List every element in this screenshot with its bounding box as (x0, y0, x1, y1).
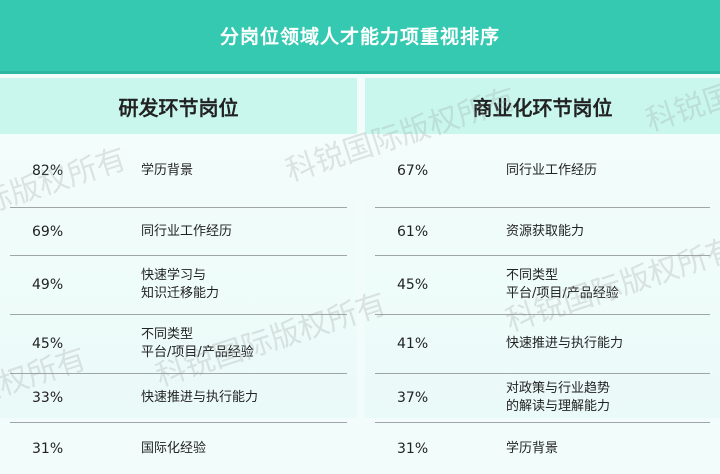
capability-label: 国际化经验 (141, 440, 207, 456)
percentage: 31% (32, 440, 64, 457)
capability-label: 学历背景 (506, 440, 559, 456)
capability-label: 快速学习与 知识迁移能力 (141, 268, 220, 301)
table-row: 33% 快速推进与执行能力 (10, 374, 347, 423)
capability-label: 对政策与行业趋势 的解读与理解能力 (506, 381, 611, 414)
table-row: 41% 快速推进与执行能力 (375, 315, 710, 374)
table-row: 49% 快速学习与 知识迁移能力 (10, 256, 347, 315)
panel-heading: 商业化环节岗位 (365, 78, 720, 134)
table-row: 31% 国际化经验 (10, 423, 347, 474)
commercial-panel: 商业化环节岗位 67% 同行业工作经历 61% 资源获取能力 45% 不同类型 平台/项目… (365, 78, 720, 457)
percentage: 33% (32, 390, 64, 406)
table-row: 31% 学历背景 (375, 423, 710, 474)
capability-label: 资源获取能力 (506, 223, 585, 239)
table-row: 37% 对政策与行业趋势 的解读与理解能力 (375, 374, 710, 423)
percentage: 45% (397, 277, 429, 293)
table-row: 82% 学历背景 (10, 134, 347, 208)
capability-label: 同行业工作经历 (506, 162, 598, 178)
percentage: 61% (397, 223, 429, 240)
capability-label: 不同类型 平台/项目/产品经验 (141, 327, 254, 360)
capability-label: 快速推进与执行能力 (506, 336, 624, 351)
capability-label: 同行业工作经历 (141, 223, 233, 239)
capability-label: 不同类型 平台/项目/产品经验 (506, 268, 619, 301)
percentage: 45% (32, 336, 64, 352)
rd-panel: 研发环节岗位 82% 学历背景 69% 同行业工作经历 49% 快速学习与 知识迁移能力 4… (0, 78, 357, 457)
percentage: 37% (397, 390, 429, 406)
percentage: 67% (397, 162, 429, 179)
percentage: 31% (397, 440, 429, 457)
page-title: 分岗位领域人才能力项重视排序 (0, 0, 720, 74)
table-row: 69% 同行业工作经历 (10, 208, 347, 256)
panel-heading: 研发环节岗位 (0, 78, 357, 134)
percentage: 69% (32, 223, 64, 240)
table-row: 45% 不同类型 平台/项目/产品经验 (10, 315, 347, 374)
capability-label: 快速推进与执行能力 (141, 390, 259, 405)
table-row: 67% 同行业工作经历 (375, 134, 710, 208)
capability-label: 学历背景 (141, 162, 194, 178)
percentage: 49% (32, 277, 64, 293)
table-row: 45% 不同类型 平台/项目/产品经验 (375, 256, 710, 315)
table-row: 61% 资源获取能力 (375, 208, 710, 256)
percentage: 41% (397, 336, 429, 352)
percentage: 82% (32, 162, 64, 179)
